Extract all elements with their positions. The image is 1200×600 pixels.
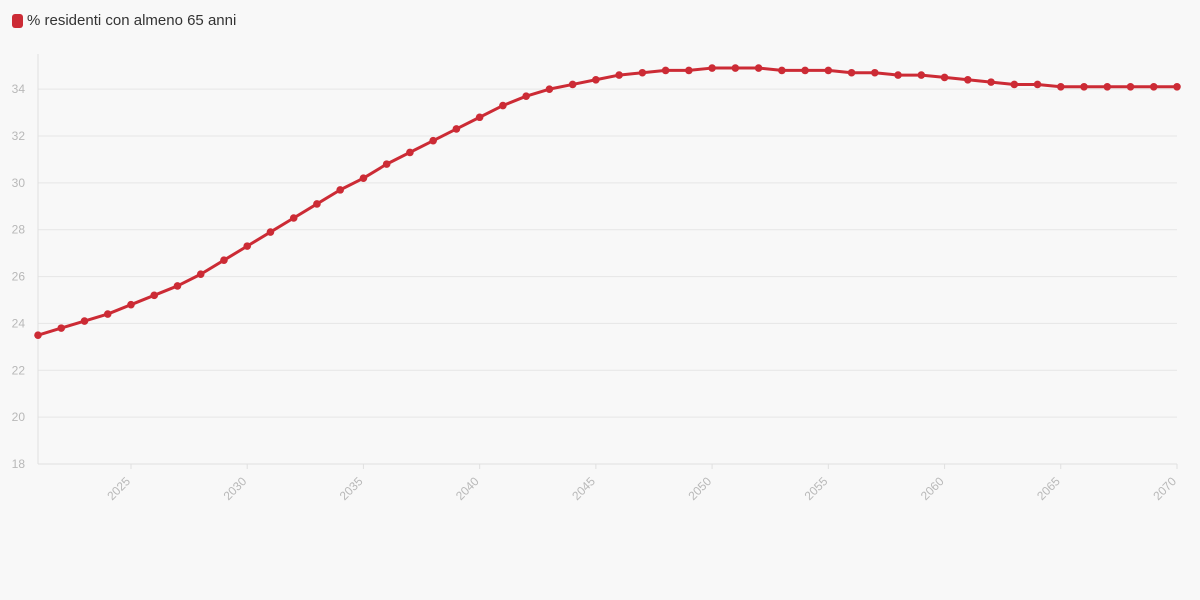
data-point[interactable] <box>522 92 530 100</box>
data-point[interactable] <box>220 256 228 264</box>
x-tick-label: 2070 <box>1150 474 1179 503</box>
x-tick-label: 2035 <box>337 474 366 503</box>
y-tick-label: 26 <box>12 270 26 284</box>
y-tick-label: 24 <box>12 316 26 330</box>
x-tick-label: 2060 <box>918 474 947 503</box>
y-tick-label: 32 <box>12 129 26 143</box>
data-point[interactable] <box>1126 83 1135 91</box>
data-point[interactable] <box>894 71 902 79</box>
data-point[interactable] <box>243 242 252 250</box>
grid <box>38 88 1177 418</box>
x-tick-label: 2030 <box>221 474 250 503</box>
data-point[interactable] <box>661 66 670 75</box>
x-tick-label: 2055 <box>802 474 831 503</box>
data-point[interactable] <box>685 66 693 75</box>
x-axis: 2025 2030 2035 2040 2045 2050 2055 2060 2065 2070 <box>38 463 1179 503</box>
x-tick-label: 2040 <box>453 474 482 503</box>
data-point[interactable] <box>1056 83 1065 91</box>
data-point[interactable] <box>615 71 623 79</box>
data-point[interactable] <box>475 113 484 122</box>
data-point[interactable] <box>382 160 391 168</box>
data-point[interactable] <box>963 75 972 84</box>
data-point[interactable] <box>196 270 205 279</box>
data-point[interactable] <box>80 317 89 325</box>
data-point[interactable] <box>429 136 437 145</box>
data-point[interactable] <box>127 300 135 309</box>
y-tick-label: 22 <box>12 363 26 377</box>
data-point[interactable] <box>754 64 763 72</box>
data-point[interactable] <box>266 228 275 236</box>
data-point[interactable] <box>103 310 112 318</box>
data-point[interactable] <box>871 68 879 77</box>
data-point[interactable] <box>336 186 344 194</box>
series-line <box>36 66 1179 337</box>
legend-swatch <box>12 13 23 28</box>
data-point[interactable] <box>150 291 159 300</box>
data-point[interactable] <box>452 125 461 133</box>
data-point[interactable] <box>1103 83 1112 91</box>
data-point[interactable] <box>1010 80 1019 89</box>
data-point[interactable] <box>778 66 786 75</box>
data-point[interactable] <box>1149 83 1158 91</box>
data-point[interactable] <box>359 174 368 182</box>
y-tick-label: 34 <box>12 82 26 96</box>
data-point[interactable] <box>173 282 182 290</box>
data-point[interactable] <box>801 66 809 75</box>
x-tick-label: 2045 <box>569 474 598 503</box>
y-tick-label: 20 <box>12 410 26 424</box>
data-point[interactable] <box>731 64 740 72</box>
data-point[interactable] <box>57 324 66 332</box>
data-point[interactable] <box>917 71 926 79</box>
data-point[interactable] <box>592 75 600 84</box>
data-point[interactable] <box>847 68 856 77</box>
data-point[interactable] <box>824 66 833 75</box>
data-point[interactable] <box>940 73 949 82</box>
y-tick-label: 18 <box>12 457 26 471</box>
x-tick-label: 2050 <box>685 474 714 503</box>
data-point[interactable] <box>406 148 414 157</box>
y-tick-label: 28 <box>12 223 26 237</box>
data-point[interactable] <box>1173 83 1181 91</box>
data-point[interactable] <box>313 200 321 208</box>
data-point[interactable] <box>708 64 716 72</box>
data-point[interactable] <box>545 85 554 93</box>
y-tick-label: 30 <box>12 176 26 190</box>
legend-label: % residenti con almeno 65 anni <box>27 12 237 29</box>
data-point[interactable] <box>638 68 647 77</box>
data-point[interactable] <box>289 214 298 222</box>
series-group <box>34 64 1181 339</box>
data-point[interactable] <box>34 331 42 339</box>
data-point[interactable] <box>1033 80 1042 89</box>
data-point[interactable] <box>1080 83 1088 91</box>
x-tick-label: 2025 <box>104 474 133 503</box>
data-point[interactable] <box>987 78 995 86</box>
data-point[interactable] <box>499 101 507 110</box>
x-tick-label: 2065 <box>1034 474 1063 503</box>
legend: % residenti con almeno 65 anni <box>12 12 236 29</box>
data-point[interactable] <box>568 80 577 89</box>
y-axis: 18 20 22 24 26 28 30 32 34 <box>12 54 39 471</box>
